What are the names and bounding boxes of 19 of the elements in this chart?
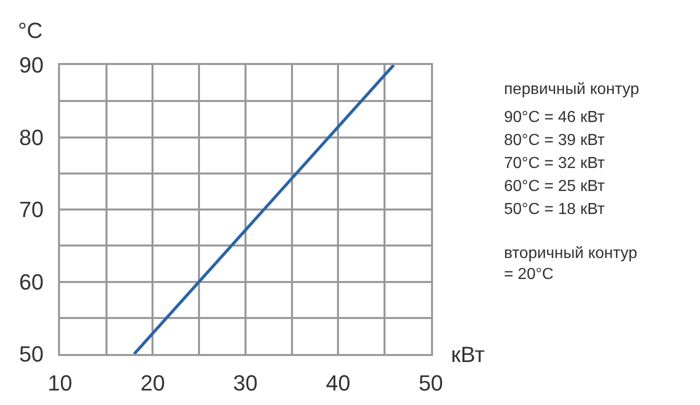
y-tick-label: 50 [19, 342, 44, 367]
text: 60°C = 25 кВт [504, 178, 606, 195]
x-tick-label: 20 [140, 370, 165, 396]
y-tick-label: 80 [19, 124, 44, 150]
text: 80°C = 39 кВт [504, 132, 606, 149]
x-axis-title: кВт [451, 342, 485, 367]
text: 90°C = 46 кВт [504, 109, 606, 126]
text: 50°C = 18 кВт [504, 201, 606, 218]
x-tick-label: 40 [326, 370, 350, 396]
x-tick-label: 30 [233, 370, 258, 396]
x-tick-label: 50 [418, 370, 444, 396]
text: вторичный контур = 20°C [504, 245, 638, 283]
y-axis-title: °C [18, 18, 43, 43]
text: 70°C = 32 кВт [504, 155, 606, 172]
y-tick-label: 70 [19, 197, 44, 222]
text: первичный контур [504, 81, 640, 98]
y-tick-label: 90 [19, 52, 44, 78]
y-tick-label: 60 [19, 269, 44, 294]
x-tick-label: 10 [48, 370, 72, 396]
